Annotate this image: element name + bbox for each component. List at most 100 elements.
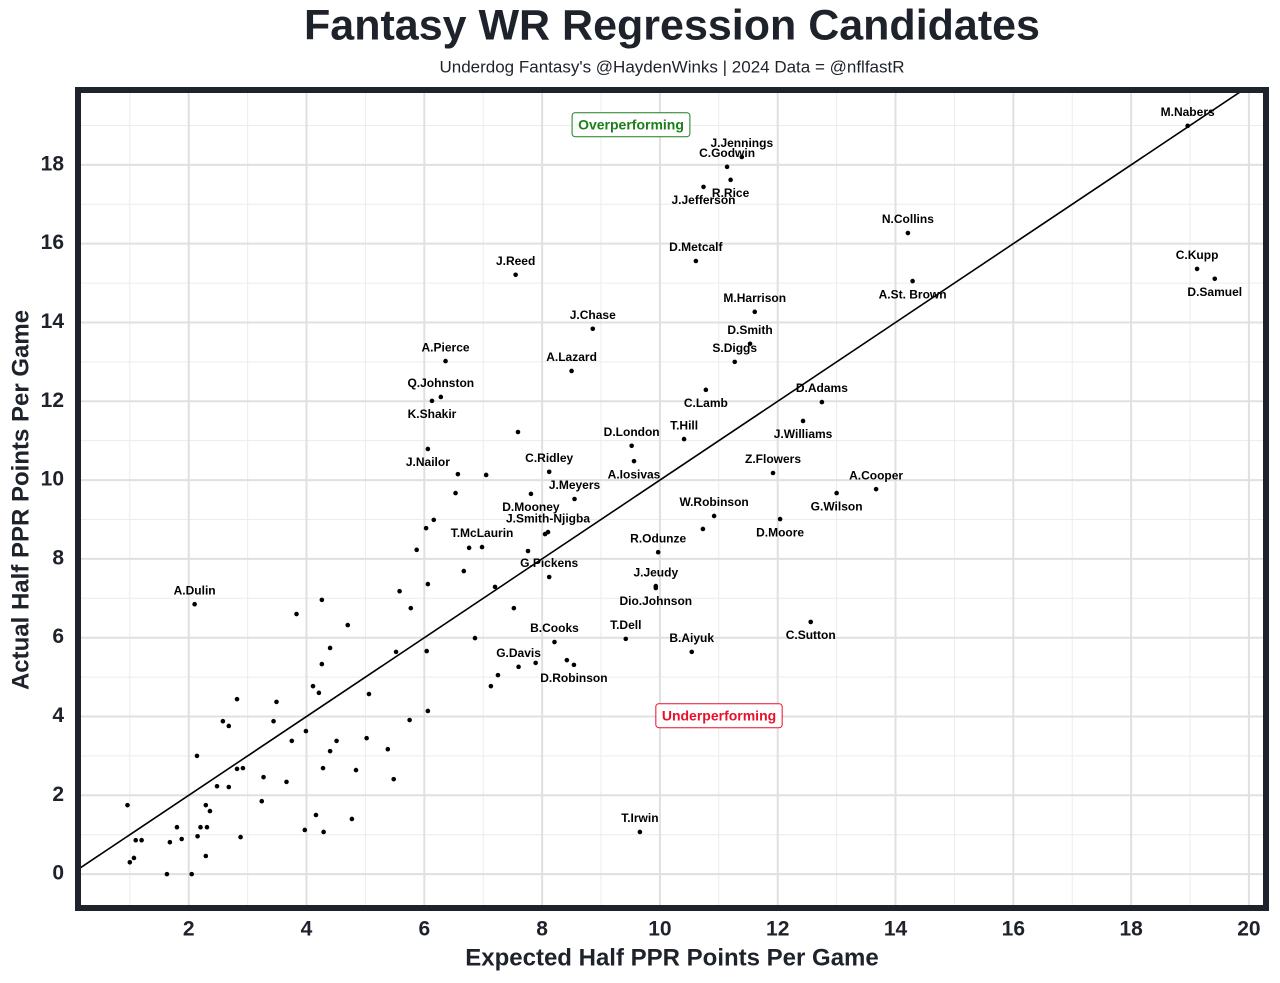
point [238,834,243,840]
point [528,491,534,497]
y-tick-label: 10 [41,468,64,491]
point-label: C.Godwin [699,146,755,160]
point [681,436,687,442]
point [483,472,489,478]
point [571,662,577,668]
y-tick-label: 2 [52,783,64,806]
x-axis-title: Expected Half PPR Points Per Game [465,944,878,971]
point [133,837,139,843]
point [234,766,240,772]
point [455,471,461,477]
point-label: K.Shakir [408,407,457,421]
annotation-text: Underperforming [662,708,776,724]
point [316,690,322,696]
y-tick-label: 0 [52,862,64,885]
point [739,154,745,160]
point-label: T.Irwin [621,811,658,825]
x-tick-label: 18 [1119,918,1143,941]
point-label: D.Smith [727,323,772,337]
point [261,774,266,780]
x-tick-label: 12 [766,918,789,941]
point [414,547,419,553]
x-tick-label: 20 [1237,918,1260,941]
point [513,272,518,278]
point [195,833,200,839]
y-axis-title: Actual Half PPR Points Per Game [7,310,34,690]
point [164,871,170,877]
point-label: C.Sutton [786,628,836,642]
y-tick-label: 16 [41,231,64,254]
point [461,568,467,574]
point [466,545,472,551]
annotation: Overperforming [571,112,691,138]
point [752,309,758,315]
point [198,824,203,830]
x-tick-label: 10 [648,918,671,941]
point [203,853,209,859]
point-label: A.Cooper [849,468,903,482]
point-label: C.Kupp [1176,248,1219,262]
point-label: C.Ridley [525,451,573,465]
point [552,639,557,645]
x-tick-label: 14 [884,918,908,941]
point [302,827,308,833]
point [495,672,501,678]
point [226,723,232,729]
point [397,588,402,594]
point [472,635,478,641]
point-label: M.Harrison [723,291,786,305]
point-label: R.Odunze [630,531,686,545]
point-label: C.Lamb [684,396,728,410]
point [724,164,730,170]
x-tick-label: 8 [536,918,548,941]
point-label: M.Nabers [1161,105,1215,119]
point [655,549,661,555]
point [653,585,659,591]
point [349,816,355,822]
point [425,708,431,714]
point-label: G.Pickens [520,556,578,570]
point [192,601,197,607]
point [511,605,517,611]
point [1212,276,1218,282]
point [631,458,637,464]
point [905,230,911,236]
point [689,649,695,655]
point-label: B.Aiyuk [669,631,714,645]
point [1194,266,1200,272]
point-label: D.Samuel [1187,285,1242,299]
point [701,184,706,190]
point-label: T.McLaurin [451,526,514,540]
point [303,728,309,734]
point [125,802,130,808]
point-label: W.Robinson [679,495,748,509]
point [320,765,326,771]
point [240,765,246,771]
point [800,418,806,424]
point [271,718,276,724]
point-label: J.Jennings [710,136,773,150]
point [808,619,814,625]
point [637,829,643,835]
point [703,387,709,393]
point [623,636,629,642]
point [313,812,319,818]
y-tick-label: 6 [52,625,64,648]
point [533,660,538,666]
point [345,622,351,628]
point [572,496,577,502]
point-label: D.Adams [796,381,848,395]
y-tick-label: 4 [52,704,64,727]
grid [78,90,1266,908]
point [429,398,435,404]
point [203,802,209,808]
point [834,490,839,496]
point-label: J.Williams [774,427,833,441]
point-label: J.Jeudy [633,565,678,579]
point-label: J.Nailor [406,455,450,469]
point [204,824,210,830]
point [294,611,299,617]
point [391,776,397,782]
point-label: J.Meyers [549,478,601,492]
